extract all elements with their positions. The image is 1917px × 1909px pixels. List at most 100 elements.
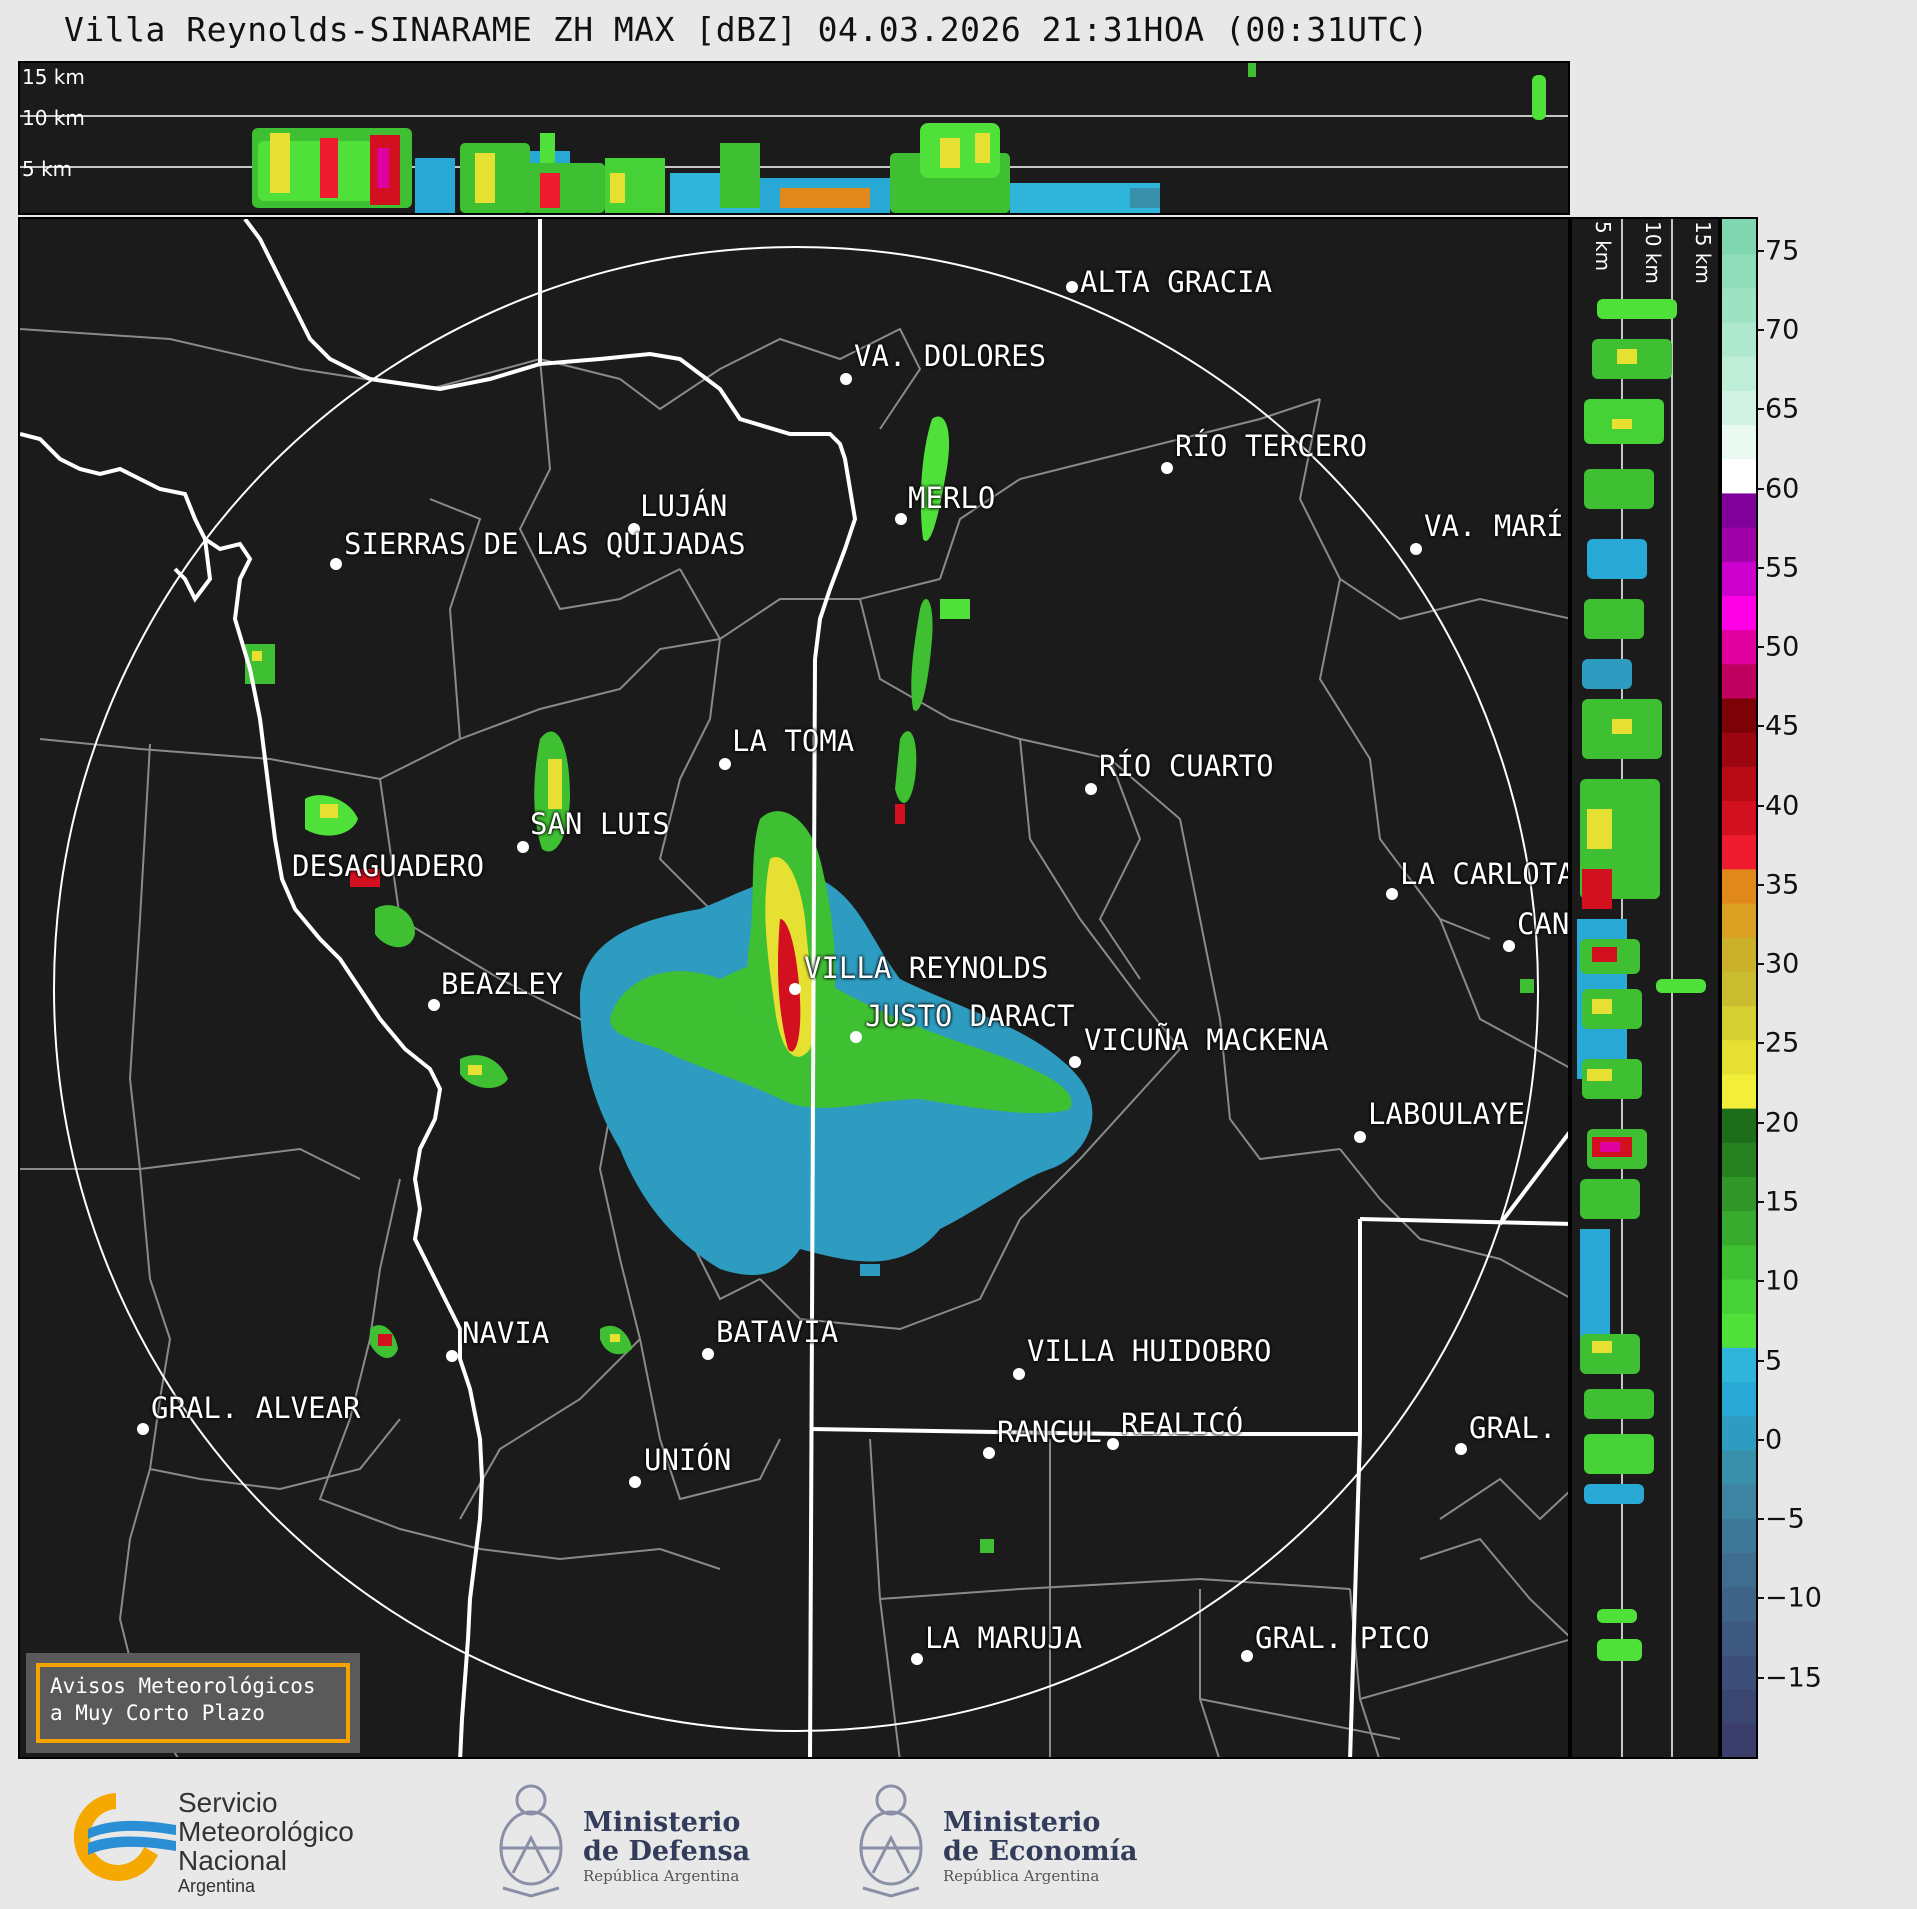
city-dot-la-carlota <box>1386 888 1398 900</box>
colorbar-band <box>1722 663 1756 699</box>
radar-map-graphics <box>20 219 1568 1757</box>
colorbar-tick <box>1757 566 1764 569</box>
smn-line-3: Nacional <box>178 1845 287 1876</box>
city-label-sierras-de-las-quijadas: SIERRAS DE LAS QUIJADAS <box>344 527 746 561</box>
city-dot-alta-gracia <box>1066 281 1078 293</box>
logo-row: Servicio Meteorológico Nacional Argentin… <box>0 1770 1917 1909</box>
colorbar-tick-label: 25 <box>1765 1027 1800 1059</box>
colorbar-tick <box>1757 1042 1764 1045</box>
city-dot-san-luis <box>517 841 529 853</box>
city-label-batavia: BATAVIA <box>716 1315 839 1349</box>
smn-line-2: Meteorológico <box>178 1816 354 1847</box>
colorbar-band <box>1722 1210 1756 1246</box>
city-dot-villa-reynolds <box>789 983 801 995</box>
top-alt-label-10: 10 km <box>22 106 85 130</box>
right-cross-section-panel: 5 km 10 km 15 km <box>1570 217 1720 1759</box>
argentina-coat-of-arms-icon-2 <box>859 1784 923 1898</box>
colorbar-tick-label: 60 <box>1765 473 1800 505</box>
top-cross-section-echoes <box>20 63 1568 213</box>
top-cross-section-panel: 15 km 10 km 5 km <box>18 61 1570 215</box>
smn-line-1: Servicio <box>178 1787 278 1818</box>
colorbar-tick <box>1757 408 1764 411</box>
top-alt-label-15: 15 km <box>22 65 85 89</box>
city-dot-laboulaye <box>1354 1131 1366 1143</box>
right-alt-label-10: 10 km <box>1641 221 1665 284</box>
city-label-lujan: LUJÁN <box>640 489 728 523</box>
colorbar-band <box>1722 1620 1756 1656</box>
colorbar-band <box>1722 902 1756 938</box>
avisos-line-2: a Muy Corto Plazo <box>50 1701 265 1725</box>
city-dot-villa-huidobro <box>1013 1368 1025 1380</box>
colorbar-band <box>1722 526 1756 562</box>
colorbar-band <box>1722 1107 1756 1143</box>
city-dot-vicuna-mackena <box>1069 1056 1081 1068</box>
city-label-can: CAN <box>1517 907 1570 941</box>
city-label-va-mari: VA. MARÍ <box>1424 509 1564 543</box>
city-dot-union <box>629 1476 641 1488</box>
colorbar-band <box>1722 1415 1756 1451</box>
city-label-va-dolores: VA. DOLORES <box>854 339 1047 373</box>
range-ring <box>53 246 1539 1732</box>
colorbar-band <box>1722 560 1756 596</box>
city-dot-la-toma <box>719 758 731 770</box>
colorbar-tick <box>1757 963 1764 966</box>
colorbar-tick <box>1757 725 1764 728</box>
colorbar-band <box>1722 492 1756 528</box>
city-dot-merlo <box>895 513 907 525</box>
colorbar-band <box>1722 970 1756 1007</box>
defensa-line-1: Ministerio <box>583 1807 741 1838</box>
city-label-desaguadero: DESAGUADERO <box>292 849 485 883</box>
colorbar-tick-label: −10 <box>1765 1582 1822 1614</box>
colorbar-band <box>1722 1722 1756 1757</box>
colorbar-tick-label: 55 <box>1765 552 1800 584</box>
city-label-rio-tercero: RÍO TERCERO <box>1175 429 1368 463</box>
economia-logo-text: Ministerio de Economía República Argenti… <box>943 1808 1137 1886</box>
colorbar-band <box>1722 1039 1756 1075</box>
colorbar-tick-label: −15 <box>1765 1662 1822 1694</box>
colorbar-band <box>1722 355 1756 391</box>
colorbar-band <box>1722 800 1756 836</box>
radar-echoes <box>245 416 1534 1553</box>
colorbar-band <box>1722 697 1756 733</box>
city-label-laboulaye: LABOULAYE <box>1368 1097 1526 1131</box>
colorbar-band <box>1722 731 1756 767</box>
colorbar-band <box>1722 1312 1756 1348</box>
colorbar-band <box>1722 1517 1756 1553</box>
colorbar-tick-label: 30 <box>1765 948 1800 980</box>
city-label-union: UNIÓN <box>644 1443 732 1477</box>
colorbar-band <box>1722 1244 1756 1280</box>
colorbar-tick <box>1757 487 1764 490</box>
city-label-la-toma: LA TOMA <box>732 724 855 758</box>
colorbar-tick <box>1757 1280 1764 1283</box>
radar-title: Villa Reynolds-SINARAME ZH MAX [dBZ] 04.… <box>64 10 1429 49</box>
city-dot-batavia <box>702 1348 714 1360</box>
city-label-gral-pico: GRAL. PICO <box>1255 1621 1430 1655</box>
colorbar-tick-label: 35 <box>1765 869 1800 901</box>
colorbar-tick <box>1757 328 1764 331</box>
colorbar-tick-label: 75 <box>1765 235 1800 267</box>
city-dot-realico <box>1107 1438 1119 1450</box>
defensa-line-2: de Defensa <box>583 1836 751 1867</box>
colorbar-tick <box>1757 1676 1764 1679</box>
colorbar-tick <box>1757 1438 1764 1441</box>
top-alt-label-5: 5 km <box>22 157 73 181</box>
economia-line-3: República Argentina <box>943 1867 1100 1885</box>
city-dot-can <box>1503 940 1515 952</box>
smn-logo-icon <box>73 1793 176 1881</box>
colorbar-tick-label: 65 <box>1765 393 1800 425</box>
city-dot-gral <box>1455 1443 1467 1455</box>
city-label-rancul: RANCUL <box>997 1415 1102 1449</box>
city-dot-beazley <box>428 999 440 1011</box>
city-label-realico: REALICÓ <box>1121 1407 1244 1441</box>
city-label-villa-reynolds: VILLA REYNOLDS <box>804 951 1049 985</box>
colorbar-tick-label: 40 <box>1765 790 1800 822</box>
avisos-line-1: Avisos Meteorológicos <box>50 1674 316 1698</box>
colorbar-band <box>1722 424 1756 460</box>
city-dot-navia <box>446 1350 458 1362</box>
colorbar-band <box>1722 1141 1756 1177</box>
smn-line-4: Argentina <box>178 1876 256 1896</box>
city-dot-gral-alvear <box>137 1423 149 1435</box>
colorbar-band <box>1722 287 1756 323</box>
colorbar-band <box>1722 1073 1756 1109</box>
city-dot-rancul <box>983 1447 995 1459</box>
